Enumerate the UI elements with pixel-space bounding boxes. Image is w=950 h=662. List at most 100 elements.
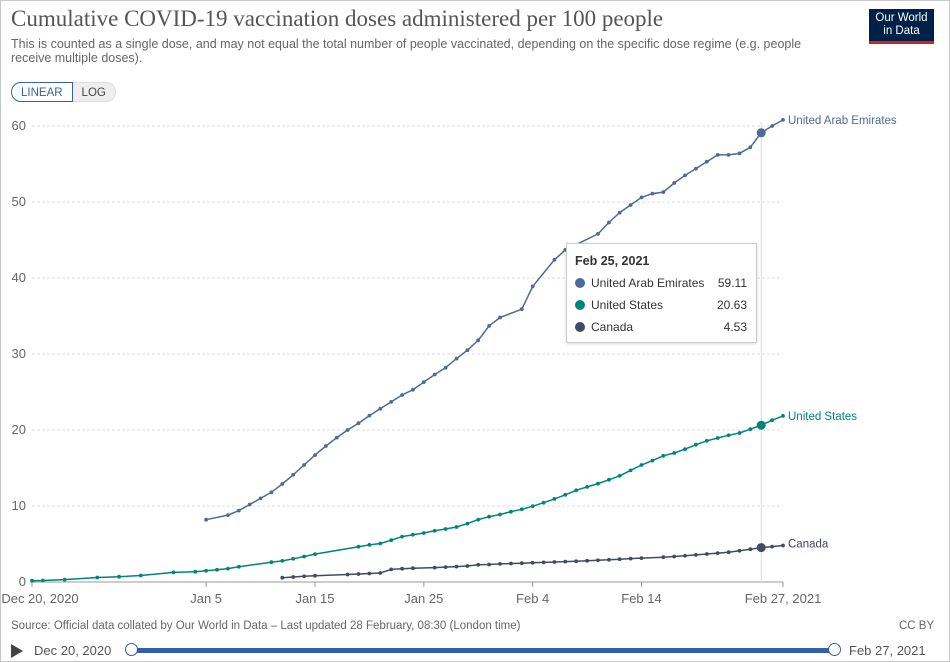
data-point <box>704 552 709 556</box>
timeline-start-label: Dec 20, 2020 <box>34 643 112 658</box>
tooltip-series-name: Canada <box>591 320 634 334</box>
data-point <box>334 435 339 440</box>
data-point <box>715 436 720 440</box>
data-point <box>715 551 720 555</box>
logo-line-1: Our World <box>875 12 928 24</box>
data-point <box>661 453 666 458</box>
data-point <box>443 365 448 370</box>
data-point <box>519 307 524 312</box>
data-point <box>726 550 731 555</box>
data-point <box>378 406 383 411</box>
tooltip-row: United States 20.63 <box>575 297 747 313</box>
data-point <box>596 481 600 486</box>
data-point <box>672 181 677 185</box>
data-point <box>432 528 437 533</box>
x-tick-label: Jan 25 <box>404 591 443 606</box>
data-point <box>476 517 481 522</box>
data-point <box>356 544 361 549</box>
data-point <box>215 567 219 572</box>
data-point <box>62 577 67 582</box>
hover-tooltip: Feb 25, 2021 United Arab Emirates 59.11 … <box>566 243 757 343</box>
owid-logo[interactable]: Our World in Data <box>869 9 934 44</box>
data-point <box>596 558 600 563</box>
tooltip-series-dot <box>575 300 585 310</box>
data-point <box>519 561 524 566</box>
hover-point <box>756 128 766 138</box>
data-point <box>313 573 317 578</box>
play-icon[interactable] <box>11 644 23 658</box>
data-point <box>95 575 100 580</box>
timeline-track[interactable] <box>131 648 835 653</box>
linear-scale-button[interactable]: LINEAR <box>11 82 73 102</box>
tooltip-series-dot <box>575 322 585 332</box>
tooltip-series-value: 20.63 <box>716 298 747 312</box>
data-point <box>683 447 687 452</box>
data-point <box>421 380 426 384</box>
data-point <box>465 564 470 568</box>
data-point <box>313 453 317 457</box>
data-point <box>639 195 644 200</box>
data-point <box>367 543 372 547</box>
license-link[interactable]: CC BY <box>899 620 935 632</box>
data-point <box>487 514 491 519</box>
logo-stripe <box>869 41 934 44</box>
logo-line-2: in Data <box>883 25 920 37</box>
tooltip-row: United Arab Emirates 59.11 <box>575 275 747 291</box>
data-point <box>432 565 437 570</box>
data-point <box>530 504 535 509</box>
data-point <box>367 413 372 418</box>
data-point <box>345 572 350 577</box>
data-point <box>770 418 774 423</box>
data-point <box>324 444 328 448</box>
data-point <box>411 387 415 392</box>
data-point <box>509 561 513 566</box>
data-point <box>552 497 557 501</box>
data-point <box>509 509 513 514</box>
data-point <box>617 210 622 215</box>
data-point <box>541 560 546 565</box>
data-point <box>541 500 546 505</box>
data-point <box>607 220 611 225</box>
data-point <box>737 548 742 553</box>
data-point <box>487 562 491 567</box>
line-chart[interactable]: 0 10 20 30 40 50 60 Dec 20, 2020 Jan 5 Jan 15 Jan … <box>0 0 950 615</box>
series-label: Canada <box>788 539 829 551</box>
tooltip-series-name: United States <box>591 298 664 312</box>
data-point <box>356 572 361 576</box>
series-label: United States <box>788 411 857 423</box>
data-point <box>226 566 230 571</box>
timeline-end-handle[interactable] <box>828 643 841 656</box>
data-point <box>781 118 785 122</box>
timeline-end-label: Feb 27, 2021 <box>849 643 926 658</box>
data-point <box>269 560 274 565</box>
source-note: Source: Official data collated by Our Wo… <box>11 620 521 632</box>
data-point <box>302 463 306 467</box>
data-point <box>661 190 666 195</box>
data-point <box>171 570 176 575</box>
data-point <box>683 173 687 178</box>
data-point <box>454 356 459 361</box>
data-point <box>639 463 644 467</box>
tooltip-date: Feb 25, 2021 <box>575 254 650 268</box>
data-point <box>672 451 677 455</box>
data-point <box>378 541 383 546</box>
timeline-start-handle[interactable] <box>125 643 138 656</box>
data-point <box>726 153 731 157</box>
data-point <box>291 472 296 477</box>
log-scale-button[interactable]: LOG <box>72 82 116 102</box>
data-point <box>443 565 448 569</box>
data-point <box>400 566 404 571</box>
data-point <box>715 153 720 157</box>
data-point <box>302 574 306 579</box>
data-point <box>748 427 753 432</box>
data-point <box>628 203 633 207</box>
data-point <box>617 473 622 478</box>
data-point <box>607 477 611 482</box>
data-point <box>400 393 404 397</box>
data-point <box>389 567 394 572</box>
data-point <box>313 552 317 556</box>
y-tick-label: 10 <box>12 498 26 513</box>
hover-point <box>756 543 766 553</box>
tooltip-series-name: United Arab Emirates <box>591 276 705 290</box>
data-point <box>432 372 437 377</box>
